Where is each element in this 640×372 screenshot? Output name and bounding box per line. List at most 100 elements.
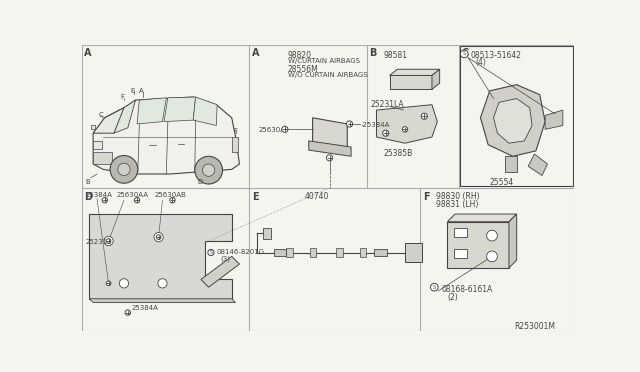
Bar xyxy=(447,222,509,268)
Text: 08146-8201G: 08146-8201G xyxy=(216,249,264,255)
Bar xyxy=(93,141,102,148)
Text: 25630A-: 25630A- xyxy=(259,127,288,133)
Text: F: F xyxy=(422,192,429,202)
Polygon shape xyxy=(390,69,440,76)
Text: 98830 (RH): 98830 (RH) xyxy=(436,192,479,202)
Circle shape xyxy=(431,283,438,291)
Text: 25385B: 25385B xyxy=(383,148,413,158)
Text: S: S xyxy=(463,51,466,57)
Polygon shape xyxy=(105,100,136,133)
Text: E: E xyxy=(252,192,259,202)
Polygon shape xyxy=(93,108,124,133)
Text: A: A xyxy=(252,48,259,58)
Text: 25384A: 25384A xyxy=(86,192,113,199)
Text: (2): (2) xyxy=(447,293,458,302)
Polygon shape xyxy=(193,97,217,125)
Polygon shape xyxy=(137,98,166,124)
Polygon shape xyxy=(201,256,239,287)
Polygon shape xyxy=(545,110,563,129)
Bar xyxy=(337,248,342,257)
Bar xyxy=(274,250,287,256)
Polygon shape xyxy=(432,69,440,89)
Text: D: D xyxy=(197,179,202,185)
Text: A: A xyxy=(140,88,144,94)
Circle shape xyxy=(102,198,108,203)
Circle shape xyxy=(110,155,138,183)
Text: 25554: 25554 xyxy=(490,178,514,187)
Circle shape xyxy=(486,251,497,262)
Text: 25231LA: 25231LA xyxy=(371,100,404,109)
Circle shape xyxy=(106,281,111,286)
Text: (3): (3) xyxy=(220,256,230,262)
Polygon shape xyxy=(376,105,437,143)
Polygon shape xyxy=(509,214,516,268)
Text: 98831 (LH): 98831 (LH) xyxy=(436,200,478,209)
Polygon shape xyxy=(505,156,516,172)
Bar xyxy=(310,248,316,257)
Bar xyxy=(460,46,573,186)
Text: S: S xyxy=(209,250,212,255)
Circle shape xyxy=(403,126,408,132)
Polygon shape xyxy=(308,141,351,156)
Text: E: E xyxy=(130,88,134,94)
Circle shape xyxy=(326,155,333,161)
Bar xyxy=(390,76,432,89)
Bar xyxy=(454,249,467,258)
Circle shape xyxy=(195,156,223,184)
Circle shape xyxy=(346,121,353,127)
Text: 08513-51642: 08513-51642 xyxy=(470,51,522,60)
Circle shape xyxy=(118,163,130,176)
Text: D: D xyxy=(84,192,92,202)
Circle shape xyxy=(208,250,214,256)
Polygon shape xyxy=(90,299,236,302)
Text: 25384A: 25384A xyxy=(132,305,159,311)
Bar xyxy=(232,137,238,153)
Text: 25231L: 25231L xyxy=(86,240,111,246)
Polygon shape xyxy=(312,118,348,148)
Text: 40740: 40740 xyxy=(305,192,329,202)
Circle shape xyxy=(170,198,175,203)
Circle shape xyxy=(486,230,497,241)
Circle shape xyxy=(154,232,163,242)
Polygon shape xyxy=(493,99,532,143)
Text: S: S xyxy=(433,285,436,290)
Polygon shape xyxy=(93,97,239,174)
Circle shape xyxy=(158,279,167,288)
Bar xyxy=(93,153,113,164)
Circle shape xyxy=(104,236,113,246)
Text: C: C xyxy=(461,48,468,58)
Polygon shape xyxy=(528,154,547,176)
Text: 25630AA: 25630AA xyxy=(116,192,148,199)
Bar xyxy=(91,125,95,129)
Circle shape xyxy=(421,113,428,119)
Circle shape xyxy=(106,239,111,243)
Text: -25384A: -25384A xyxy=(361,122,390,128)
Bar xyxy=(374,250,387,256)
Polygon shape xyxy=(164,97,196,122)
Text: 08168-6161A: 08168-6161A xyxy=(441,285,492,294)
Text: 98820: 98820 xyxy=(288,51,312,60)
Polygon shape xyxy=(481,85,545,156)
Text: C: C xyxy=(99,112,103,118)
Text: F: F xyxy=(234,128,237,134)
Text: B: B xyxy=(369,48,376,58)
Text: F: F xyxy=(120,94,124,100)
Text: (4): (4) xyxy=(476,58,486,67)
Text: W/O CURTAIN AIRBAGS: W/O CURTAIN AIRBAGS xyxy=(288,71,367,78)
Text: A: A xyxy=(84,48,92,58)
Circle shape xyxy=(282,126,288,132)
Circle shape xyxy=(460,50,468,58)
Bar xyxy=(263,228,271,239)
Circle shape xyxy=(125,310,131,315)
Text: B: B xyxy=(86,179,90,185)
Bar xyxy=(405,243,422,262)
Text: 98581: 98581 xyxy=(383,51,408,60)
Circle shape xyxy=(134,198,140,203)
Text: R253001M: R253001M xyxy=(515,322,556,331)
Circle shape xyxy=(119,279,129,288)
Polygon shape xyxy=(447,214,516,222)
Text: 28556M: 28556M xyxy=(288,65,319,74)
Text: W/CURTAIN AIRBAGS: W/CURTAIN AIRBAGS xyxy=(288,58,360,64)
Bar xyxy=(454,228,467,237)
Circle shape xyxy=(156,235,161,240)
